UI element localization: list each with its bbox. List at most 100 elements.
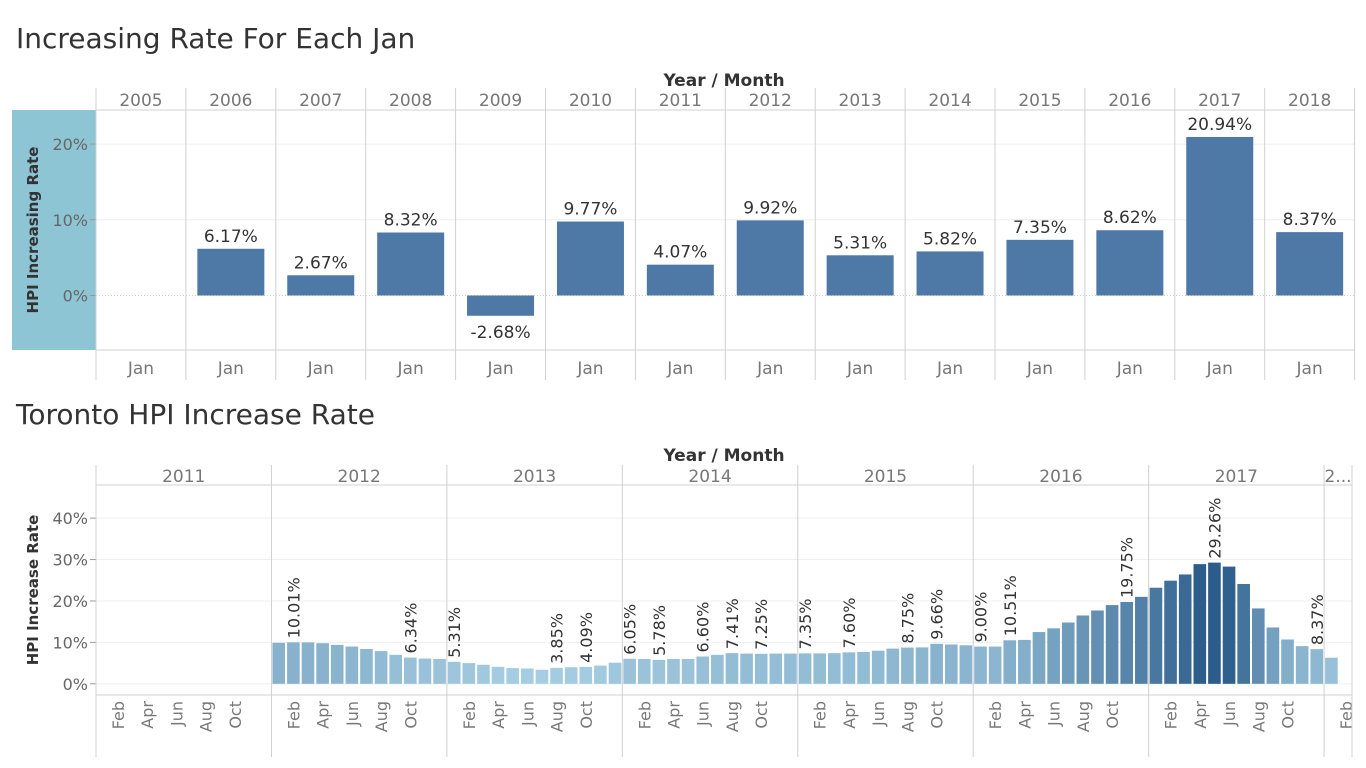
data-label: 29.26% bbox=[1205, 498, 1224, 559]
year-label: 2018 bbox=[1288, 91, 1331, 111]
bar bbox=[579, 666, 593, 684]
year-label: 2016 bbox=[1039, 467, 1082, 487]
bar bbox=[556, 221, 624, 296]
month-label: Aug bbox=[1249, 701, 1268, 732]
month-label: Jun bbox=[694, 701, 713, 727]
bar bbox=[1193, 564, 1207, 684]
bar bbox=[988, 646, 1002, 684]
data-label: 2.67% bbox=[294, 253, 348, 273]
month-label: Feb bbox=[986, 701, 1005, 729]
bar bbox=[389, 654, 403, 684]
bar bbox=[1178, 574, 1192, 684]
bar bbox=[506, 668, 519, 684]
year-label: 2015 bbox=[864, 467, 907, 487]
year-label: 2005 bbox=[119, 91, 162, 111]
data-label: 6.34% bbox=[401, 603, 420, 654]
data-label: 8.37% bbox=[1308, 594, 1327, 645]
month-label: Jan bbox=[666, 359, 693, 379]
bar bbox=[828, 653, 841, 684]
month-label: Aug bbox=[898, 701, 917, 732]
month-label: Apr bbox=[840, 701, 859, 729]
year-label: 2017 bbox=[1198, 91, 1241, 111]
bar bbox=[886, 648, 900, 684]
bar bbox=[725, 653, 739, 684]
data-label: 4.07% bbox=[653, 243, 707, 263]
bar bbox=[1295, 646, 1309, 684]
data-label: 5.78% bbox=[650, 605, 669, 656]
bar bbox=[1105, 605, 1119, 684]
chart-title-toronto: Toronto HPI Increase Rate bbox=[16, 398, 375, 431]
jan-increase-chart: Year / Month HPI Increasing Rate 0% 10% 20% 2… bbox=[12, 71, 1356, 380]
bar bbox=[462, 663, 476, 684]
bar bbox=[871, 650, 885, 684]
y-axis-label: HPI Increasing Rate bbox=[24, 147, 42, 314]
month-label: Jan bbox=[486, 359, 513, 379]
data-label: 8.37% bbox=[1283, 210, 1337, 230]
bar bbox=[1120, 602, 1134, 684]
month-label: Apr bbox=[138, 701, 157, 729]
data-label: 9.00% bbox=[972, 592, 991, 643]
month-label: Apr bbox=[664, 701, 683, 729]
year-label: 2012 bbox=[749, 91, 792, 111]
month-label: Jan bbox=[217, 359, 244, 379]
data-label: 5.31% bbox=[833, 233, 887, 253]
data-label: 6.60% bbox=[694, 602, 713, 653]
month-label: Jan bbox=[397, 359, 424, 379]
bar bbox=[316, 643, 329, 684]
month-label: Apr bbox=[1015, 701, 1034, 729]
month-label: Jan bbox=[576, 359, 603, 379]
data-label: -2.68% bbox=[470, 323, 530, 343]
month-label: Apr bbox=[489, 701, 508, 729]
data-label: 8.32% bbox=[384, 210, 438, 230]
bar bbox=[374, 651, 388, 684]
bar bbox=[477, 664, 490, 684]
year-label: 2011 bbox=[162, 467, 205, 487]
month-label: Jan bbox=[307, 359, 334, 379]
bar bbox=[736, 220, 804, 296]
bar bbox=[959, 645, 973, 684]
month-label: Oct bbox=[1103, 701, 1122, 729]
bar bbox=[1135, 596, 1148, 684]
year-label: 2009 bbox=[479, 91, 522, 111]
bar bbox=[784, 653, 797, 684]
bar bbox=[1310, 649, 1324, 684]
bar bbox=[1096, 230, 1164, 296]
bar bbox=[798, 653, 812, 684]
data-label: 7.35% bbox=[796, 599, 815, 650]
year-label: 2013 bbox=[513, 467, 556, 487]
month-label: Aug bbox=[1074, 701, 1093, 732]
bar bbox=[769, 653, 783, 684]
bar bbox=[1006, 239, 1074, 296]
bar bbox=[901, 647, 914, 684]
data-label: 8.62% bbox=[1103, 208, 1157, 228]
data-label: 7.25% bbox=[752, 599, 771, 650]
bar bbox=[1061, 622, 1075, 684]
data-label: 9.77% bbox=[563, 200, 617, 220]
data-label: 6.05% bbox=[621, 604, 640, 655]
month-label: Oct bbox=[928, 701, 947, 729]
bar bbox=[1266, 627, 1280, 684]
month-label: Oct bbox=[1279, 701, 1298, 729]
month-label: Feb bbox=[1337, 701, 1356, 729]
data-label: 5.31% bbox=[445, 607, 464, 658]
bar bbox=[1222, 566, 1236, 684]
data-label: 9.92% bbox=[743, 198, 797, 218]
month-label: Jun bbox=[1045, 701, 1064, 727]
bar bbox=[287, 275, 355, 296]
month-label: Jun bbox=[869, 701, 888, 727]
month-label: Apr bbox=[314, 701, 333, 729]
bar bbox=[1281, 639, 1294, 684]
data-label: 10.51% bbox=[1001, 575, 1020, 636]
data-label: 3.85% bbox=[548, 613, 567, 664]
bar bbox=[813, 653, 826, 684]
bar bbox=[637, 658, 651, 684]
y-axis-label: HPI Increase Rate bbox=[24, 515, 42, 666]
year-label: 2014 bbox=[688, 467, 731, 487]
bar bbox=[535, 669, 549, 684]
header-title: Year / Month bbox=[662, 446, 784, 466]
month-label: Feb bbox=[635, 701, 654, 729]
month-label: Oct bbox=[401, 701, 420, 729]
bar bbox=[857, 651, 870, 684]
month-label: Feb bbox=[811, 701, 830, 729]
month-label: Feb bbox=[1162, 701, 1181, 729]
